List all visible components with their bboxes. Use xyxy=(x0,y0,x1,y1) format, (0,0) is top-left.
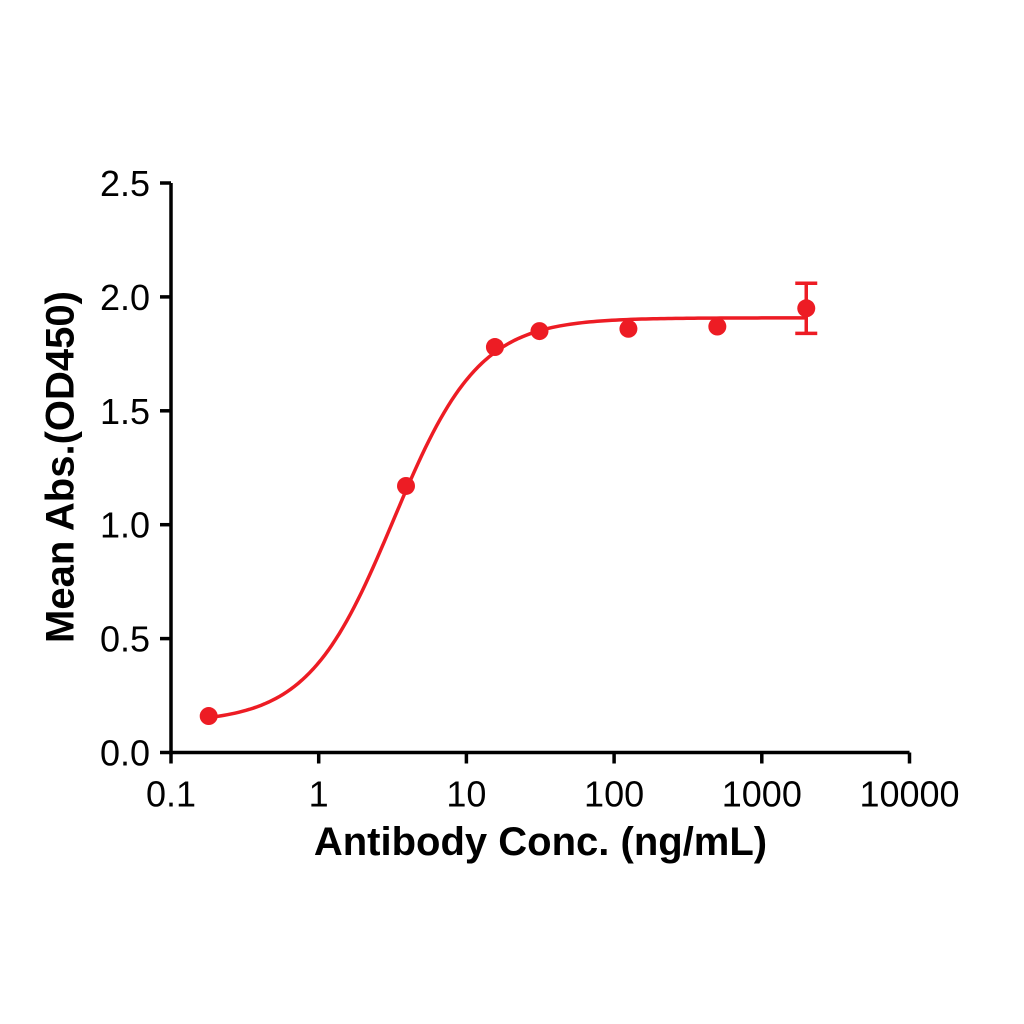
y-tick-label: 0.5 xyxy=(100,619,150,660)
x-tick-label: 1 xyxy=(309,774,329,815)
x-tick-label: 10 xyxy=(446,774,486,815)
x-tick-label: 100 xyxy=(584,774,644,815)
y-tick-label: 1.0 xyxy=(100,505,150,546)
x-tick-label: 1000 xyxy=(722,774,802,815)
data-point-marker xyxy=(619,319,638,338)
data-point-marker xyxy=(530,322,549,341)
x-tick-label: 0.1 xyxy=(146,774,196,815)
y-tick-label: 1.5 xyxy=(100,391,150,432)
data-point-marker xyxy=(797,299,816,318)
data-point-marker xyxy=(199,707,218,726)
x-axis-title: Antibody Conc. (ng/mL) xyxy=(313,820,768,864)
y-tick-label: 2.0 xyxy=(100,277,150,318)
data-point-marker xyxy=(485,338,504,357)
x-tick-label: 10000 xyxy=(859,774,959,815)
fit-curve xyxy=(206,316,809,720)
y-tick-label: 0.0 xyxy=(100,733,150,774)
y-tick-label: 2.5 xyxy=(100,163,150,204)
data-point-marker xyxy=(397,476,416,495)
data-point-marker xyxy=(708,317,727,336)
y-axis-title: Mean Abs.(OD450) xyxy=(38,291,83,643)
